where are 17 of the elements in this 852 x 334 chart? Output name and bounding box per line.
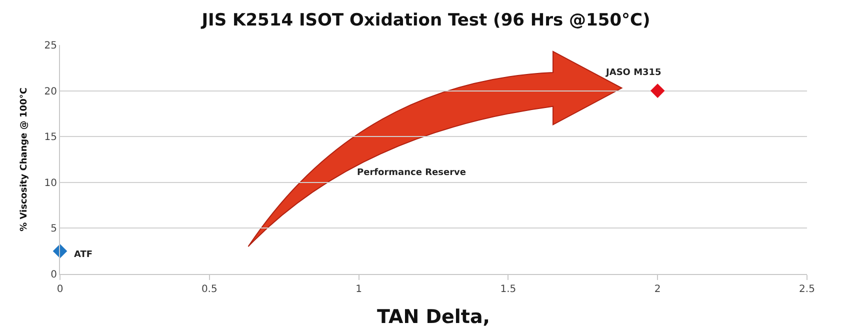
series-label: JASO M315 <box>605 68 662 78</box>
annotation: Performance Reserve <box>357 168 466 178</box>
y-tick-label: 20 <box>44 86 57 98</box>
x-tick-label: 2 <box>654 284 661 295</box>
x-tick-label: 2.5 <box>799 284 815 295</box>
y-tick-label: 0 <box>50 270 57 280</box>
x-axis-title: TAN Delta, <box>377 306 490 328</box>
chart-title: JIS K2514 ISOT Oxidation Test (96 Hrs @150°C) <box>200 10 650 30</box>
x-tick-label: 0.5 <box>201 284 218 295</box>
y-tick-label: 10 <box>44 178 57 189</box>
x-tick-label: 1.5 <box>500 284 516 295</box>
y-axis-title: % Viscosity Change @ 100°C <box>20 87 30 232</box>
series-label: ATF <box>74 250 93 260</box>
x-tick-label: 1 <box>356 284 362 295</box>
y-tick-label: 5 <box>50 224 57 235</box>
y-tick-label: 15 <box>44 132 57 144</box>
y-tick-label: 25 <box>44 40 57 52</box>
